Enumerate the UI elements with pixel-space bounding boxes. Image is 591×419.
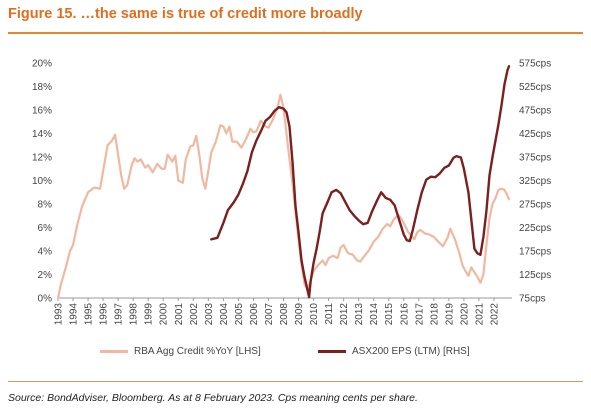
left-tick-label: 12% <box>32 153 52 164</box>
left-tick-label: 0% <box>38 294 53 305</box>
left-tick-label: 16% <box>32 106 52 117</box>
legend-swatch-credit <box>100 350 128 353</box>
source-rule <box>8 381 583 382</box>
series-line-eps <box>210 65 511 299</box>
x-tick-label: 2000 <box>159 303 170 326</box>
x-tick-label: 2005 <box>234 303 245 326</box>
x-tick-label: 2022 <box>489 303 500 326</box>
right-tick-label: 175cps <box>519 247 551 258</box>
right-tick-label: 475cps <box>519 106 551 117</box>
right-tick-label: 125cps <box>519 270 551 281</box>
x-axis: 1993 1994 1995 1996 1997 1998 1999 2000 2001 2002… <box>54 297 512 326</box>
right-tick-label: 575cps <box>519 59 551 70</box>
right-tick-label: 75cps <box>519 294 546 305</box>
x-tick-label: 2004 <box>219 303 230 326</box>
left-tick-label: 4% <box>38 247 53 258</box>
x-tick-label: 2003 <box>204 303 215 326</box>
left-tick-label: 8% <box>38 200 53 211</box>
x-tick-label: 2006 <box>249 303 260 326</box>
x-tick-label: 1998 <box>129 303 140 326</box>
right-tick-label: 325cps <box>519 176 551 187</box>
x-tick-label: 1995 <box>84 303 95 326</box>
x-tick-label: 2007 <box>264 303 275 326</box>
legend-entry-eps: ASX200 EPS (LTM) [RHS] <box>318 346 470 357</box>
chart-legend: RBA Agg Credit %YoY [LHS] ASX200 EPS (LT… <box>0 346 591 362</box>
x-tick-label: 2013 <box>354 303 365 326</box>
left-tick-label: 6% <box>38 223 53 234</box>
x-tick-label: 2021 <box>474 303 485 326</box>
legend-swatch-eps <box>318 350 346 353</box>
right-axis: 75cps 125cps 175cps 225cps 275cps 325cps 375cp… <box>519 59 551 305</box>
series-line-credit <box>56 93 511 300</box>
right-tick-label: 275cps <box>519 200 551 211</box>
x-tick-label: 2008 <box>279 303 290 326</box>
left-tick-label: 20% <box>32 59 52 70</box>
x-tick-label: 1997 <box>114 303 125 326</box>
x-tick-label: 2014 <box>369 303 380 326</box>
x-tick-label: 2012 <box>339 303 350 326</box>
x-tick-label: 2011 <box>324 303 335 325</box>
x-tick-label: 1996 <box>99 303 110 326</box>
figure-title: Figure 15. …the same is true of credit m… <box>8 6 363 22</box>
x-tick-label: 2002 <box>189 303 200 326</box>
left-tick-label: 10% <box>32 176 52 187</box>
x-tick-label: 2020 <box>459 303 470 326</box>
x-tick-label: 2019 <box>444 303 455 326</box>
x-tick-label: 1993 <box>54 303 65 326</box>
x-tick-label: 2001 <box>174 303 185 326</box>
title-rule <box>8 32 583 34</box>
x-tick-label: 2018 <box>429 303 440 326</box>
right-tick-label: 525cps <box>519 82 551 93</box>
x-tick-label: 2010 <box>309 303 320 326</box>
x-tick-label: 2017 <box>414 303 425 326</box>
x-tick-label: 1999 <box>144 303 155 326</box>
chart-plot: 0% 2% 4% 6% 8% 10% 12% 14% 16% 18% 20% 75cps 125cps… <box>32 59 551 326</box>
left-tick-label: 14% <box>32 129 52 140</box>
x-tick-label: 2009 <box>294 303 305 326</box>
right-tick-label: 225cps <box>519 223 551 234</box>
right-tick-label: 425cps <box>519 129 551 140</box>
x-tick-label: 2016 <box>399 303 410 326</box>
legend-entry-credit: RBA Agg Credit %YoY [LHS] <box>100 346 261 357</box>
series-group <box>56 65 511 300</box>
left-axis: 0% 2% 4% 6% 8% 10% 12% 14% 16% 18% 20% <box>32 59 52 305</box>
legend-label-eps: ASX200 EPS (LTM) [RHS] <box>352 346 470 357</box>
right-tick-label: 375cps <box>519 153 551 164</box>
left-tick-label: 18% <box>32 82 52 93</box>
legend-label-credit: RBA Agg Credit %YoY [LHS] <box>134 346 261 357</box>
source-note: Source: BondAdviser, Bloomberg. As at 8 … <box>8 392 418 404</box>
left-tick-label: 2% <box>38 270 53 281</box>
x-tick-label: 1994 <box>69 303 80 326</box>
x-tick-label: 2015 <box>384 303 395 326</box>
